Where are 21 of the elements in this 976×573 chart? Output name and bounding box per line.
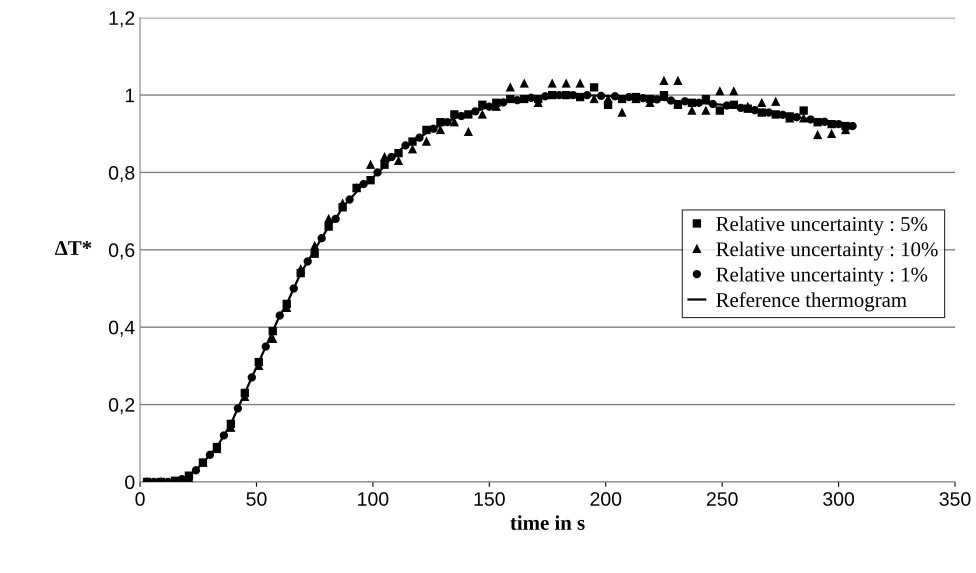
y-tick-label: 0,6 [108, 243, 134, 260]
x-tick-label: 150 [474, 492, 505, 506]
x-tick-label: 300 [823, 492, 854, 506]
legend-label: Reference thermogram [716, 292, 907, 312]
x-axis-title: time in s [510, 515, 585, 530]
legend-label: Relative uncertainty : 5% [716, 216, 928, 236]
x-tick-label: 200 [590, 492, 622, 506]
x-tick-label: 100 [358, 492, 388, 506]
y-tick-label: 1,2 [110, 11, 134, 28]
legend-label: Relative uncertainty : 10% [716, 242, 938, 261]
y-axis-title: ΔT* [55, 241, 92, 255]
y-tick-label: 0,2 [108, 398, 134, 414]
y-tick-label: 0,8 [108, 166, 134, 182]
x-tick-label: 250 [706, 492, 738, 506]
x-tick-label: 0 [135, 492, 145, 506]
x-tick-label: 50 [246, 492, 267, 506]
y-tick-label: 0 [125, 475, 134, 490]
y-tick-label: 0,4 [108, 320, 135, 337]
x-tick-label: 350 [940, 492, 970, 506]
legend-label: Relative uncertainty : 1% [716, 266, 928, 286]
y-tick-label: 1 [126, 88, 134, 102]
